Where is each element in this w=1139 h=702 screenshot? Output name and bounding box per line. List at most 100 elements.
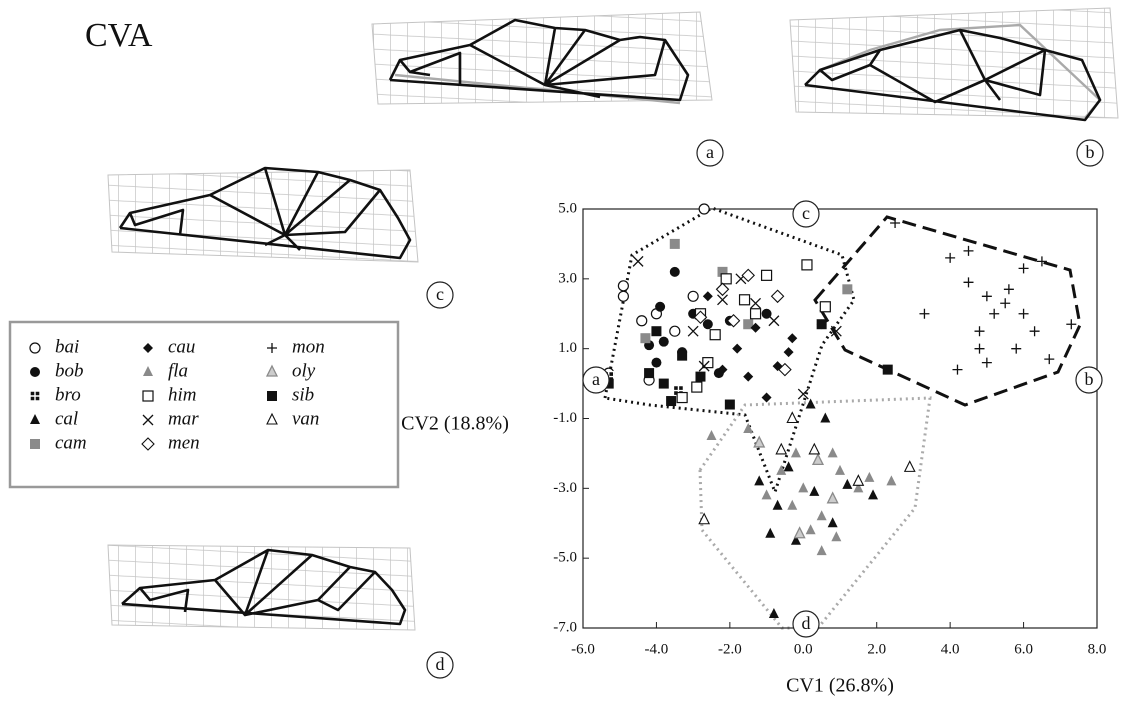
point	[809, 485, 820, 496]
point	[831, 531, 842, 542]
hull	[603, 206, 856, 497]
point	[29, 342, 41, 354]
x-tick-label: -2.0	[718, 641, 742, 657]
legend-label: mon	[292, 336, 325, 357]
point	[743, 371, 754, 382]
legend-item: van	[266, 408, 319, 429]
point	[658, 378, 669, 389]
deformation-grid	[371, 11, 713, 105]
legend-item: sib	[267, 384, 314, 405]
point	[267, 343, 277, 353]
legend-item: oly	[265, 360, 316, 381]
point	[669, 238, 680, 249]
grid-label: c	[436, 284, 444, 304]
point	[691, 381, 703, 393]
point	[989, 308, 1000, 319]
series	[603, 370, 685, 397]
point	[827, 447, 838, 458]
point	[1018, 263, 1029, 274]
point	[655, 301, 666, 312]
point	[830, 325, 842, 337]
point	[651, 326, 662, 337]
point	[798, 482, 809, 493]
point	[882, 364, 893, 375]
legend-label: him	[168, 384, 197, 405]
deformation-grid	[107, 544, 416, 631]
point	[698, 360, 710, 372]
point	[30, 439, 40, 449]
point	[778, 362, 792, 377]
point	[868, 489, 879, 500]
point	[695, 371, 706, 382]
point	[1029, 326, 1040, 337]
legend-item: cau	[143, 336, 195, 357]
hull-label-circle	[1075, 366, 1103, 394]
series	[640, 238, 853, 344]
point	[808, 442, 821, 455]
x-tick-label: 2.0	[867, 641, 886, 657]
legend-item: mon	[267, 336, 325, 357]
series	[754, 398, 879, 619]
legend-label: men	[168, 432, 200, 453]
x-tick-label: 0.0	[794, 641, 813, 657]
legend-item: mar	[142, 408, 199, 429]
legend-box	[8, 320, 400, 489]
point	[770, 289, 785, 304]
grid-label-circle	[426, 281, 454, 309]
point	[787, 499, 798, 510]
point	[636, 315, 648, 327]
point	[760, 269, 773, 281]
point	[776, 464, 787, 475]
point	[783, 347, 794, 358]
point	[775, 442, 788, 455]
point	[974, 343, 985, 354]
point	[1011, 343, 1022, 354]
point	[669, 325, 681, 337]
point	[715, 282, 730, 297]
point	[738, 294, 751, 306]
grid-label: d	[436, 654, 445, 674]
point	[963, 245, 974, 256]
point	[783, 461, 794, 472]
point	[743, 319, 754, 330]
point	[632, 255, 644, 267]
hull-label: b	[1085, 369, 1094, 389]
grid-label-circle	[696, 139, 724, 167]
point	[864, 471, 875, 482]
y-axis-label: CV2 (18.8%)	[401, 413, 509, 435]
point	[790, 447, 801, 458]
point	[1018, 308, 1029, 319]
point	[677, 350, 688, 361]
point	[974, 326, 985, 337]
point	[945, 252, 956, 263]
point	[29, 390, 41, 402]
y-tick-label: -1.0	[553, 410, 577, 426]
legend-label: oly	[292, 360, 316, 381]
grid-label: a	[706, 142, 714, 162]
point	[676, 391, 688, 404]
point	[693, 310, 708, 325]
point	[761, 489, 772, 500]
legend-item: him	[142, 384, 197, 405]
hull-label: c	[802, 203, 810, 223]
legend-label: fla	[168, 360, 188, 381]
point	[1003, 284, 1014, 295]
point	[797, 388, 809, 400]
point	[786, 411, 799, 424]
y-tick-label: -5.0	[553, 550, 577, 566]
legend-label: bro	[55, 384, 81, 405]
point	[709, 329, 721, 341]
point	[30, 414, 40, 424]
point	[30, 367, 40, 377]
legend-label: bai	[55, 336, 79, 357]
point	[852, 474, 865, 486]
point	[1066, 319, 1077, 330]
x-axis-label: CV1 (26.8%)	[786, 675, 894, 697]
hull-label: d	[802, 613, 811, 633]
point	[801, 259, 813, 271]
point	[886, 475, 897, 486]
hull-label: a	[592, 369, 600, 389]
point	[698, 512, 711, 525]
x-tick-label: -6.0	[571, 641, 595, 657]
point	[1036, 256, 1047, 267]
